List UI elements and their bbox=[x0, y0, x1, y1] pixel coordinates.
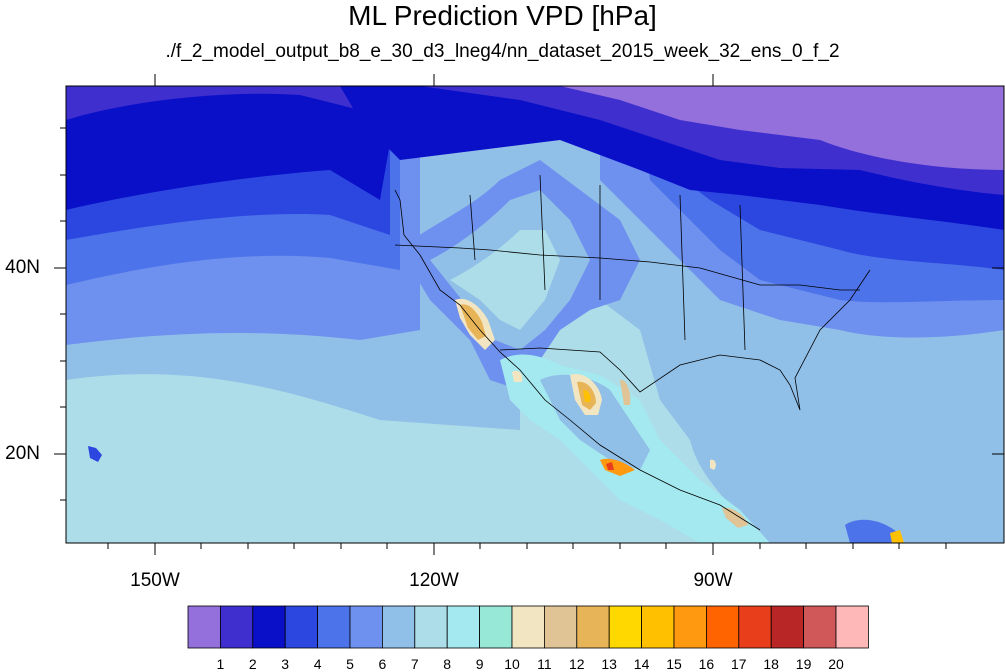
sa-band-14 bbox=[890, 530, 904, 543]
colorbar-label: 15 bbox=[666, 656, 682, 672]
colorbar-swatch bbox=[219, 605, 254, 649]
lon-label-150w: 150W bbox=[130, 570, 180, 591]
colorbar-swatch bbox=[641, 605, 675, 649]
colorbar-label: 7 bbox=[410, 656, 419, 672]
vpd-field bbox=[66, 86, 1004, 543]
colorbar-label: 2 bbox=[248, 656, 257, 672]
colorbar-swatch bbox=[187, 605, 221, 649]
colorbar-label: 14 bbox=[633, 656, 650, 672]
ca-band-10 bbox=[710, 459, 716, 470]
colorbar-swatch bbox=[608, 605, 643, 649]
colorbar-swatch bbox=[479, 605, 513, 649]
colorbar-swatch bbox=[835, 605, 869, 649]
y-ticks bbox=[54, 127, 1004, 501]
lat-label-20n: 20N bbox=[5, 443, 40, 464]
colorbar-label: 13 bbox=[601, 656, 617, 672]
colorbar-label: 5 bbox=[346, 656, 354, 672]
band-2 bbox=[66, 86, 400, 210]
colorbar-label: 18 bbox=[763, 656, 779, 672]
sa-band-4 bbox=[845, 519, 900, 543]
lat-label-40n: 40N bbox=[5, 257, 40, 278]
chart-subtitle: ./f_2_model_output_b8_e_30_d3_lneg4/nn_d… bbox=[165, 41, 840, 62]
colorbar-label: 3 bbox=[281, 656, 290, 672]
mx-band-17 bbox=[606, 462, 614, 470]
colorbar-swatch bbox=[511, 605, 545, 649]
x-ticks bbox=[107, 74, 947, 555]
colorbar-swatch bbox=[673, 605, 707, 649]
colorbar-label: 4 bbox=[313, 656, 322, 672]
north-band-1c bbox=[760, 86, 1004, 120]
colorbar-swatch bbox=[381, 605, 416, 649]
colorbar-swatch bbox=[738, 605, 772, 649]
colorbar-swatch bbox=[803, 605, 837, 649]
colorbar-label: 19 bbox=[795, 656, 812, 672]
colorbar-label: 9 bbox=[475, 656, 484, 672]
colorbar-swatch bbox=[349, 605, 383, 649]
colorbar-swatch bbox=[770, 605, 805, 649]
colorbar-swatch bbox=[317, 605, 351, 649]
colorbar bbox=[187, 605, 869, 649]
mexico-band-6 bbox=[540, 374, 650, 470]
hawaii-band-3 bbox=[88, 446, 102, 462]
colorbar-label: 8 bbox=[443, 656, 452, 672]
mx-band-14 bbox=[583, 390, 591, 402]
colorbar-label: 1 bbox=[216, 656, 225, 672]
colorbar-label: 16 bbox=[698, 656, 715, 672]
lon-label-120w: 120W bbox=[409, 570, 459, 591]
west-land-band-7 bbox=[450, 230, 560, 330]
band-2b bbox=[66, 86, 370, 120]
colorbar-label: 20 bbox=[828, 656, 844, 672]
colorbar-swatch bbox=[414, 605, 448, 649]
colorbar-swatch bbox=[446, 605, 481, 649]
colorbar-swatch bbox=[284, 605, 319, 649]
colorbar-swatch bbox=[576, 605, 610, 649]
colorbar-label: 11 bbox=[537, 656, 552, 672]
colorbar-swatch bbox=[544, 605, 578, 649]
baja-band-10 bbox=[512, 370, 523, 382]
colorbar-label: 12 bbox=[569, 656, 585, 672]
colorbar-swatch bbox=[706, 605, 740, 649]
colorbar-label: 10 bbox=[504, 656, 520, 672]
colorbar-label: 6 bbox=[378, 656, 387, 672]
coastline bbox=[394, 174, 871, 531]
colorbar-swatch bbox=[252, 605, 286, 649]
tx-band-11 bbox=[620, 379, 631, 405]
mx-band-15 bbox=[600, 458, 635, 476]
ca-band-11 bbox=[722, 507, 748, 528]
colorbar-label: 17 bbox=[731, 656, 747, 672]
lon-label-90w: 90W bbox=[693, 570, 733, 591]
chart-title: ML Prediction VPD [hPa] bbox=[348, 0, 657, 31]
